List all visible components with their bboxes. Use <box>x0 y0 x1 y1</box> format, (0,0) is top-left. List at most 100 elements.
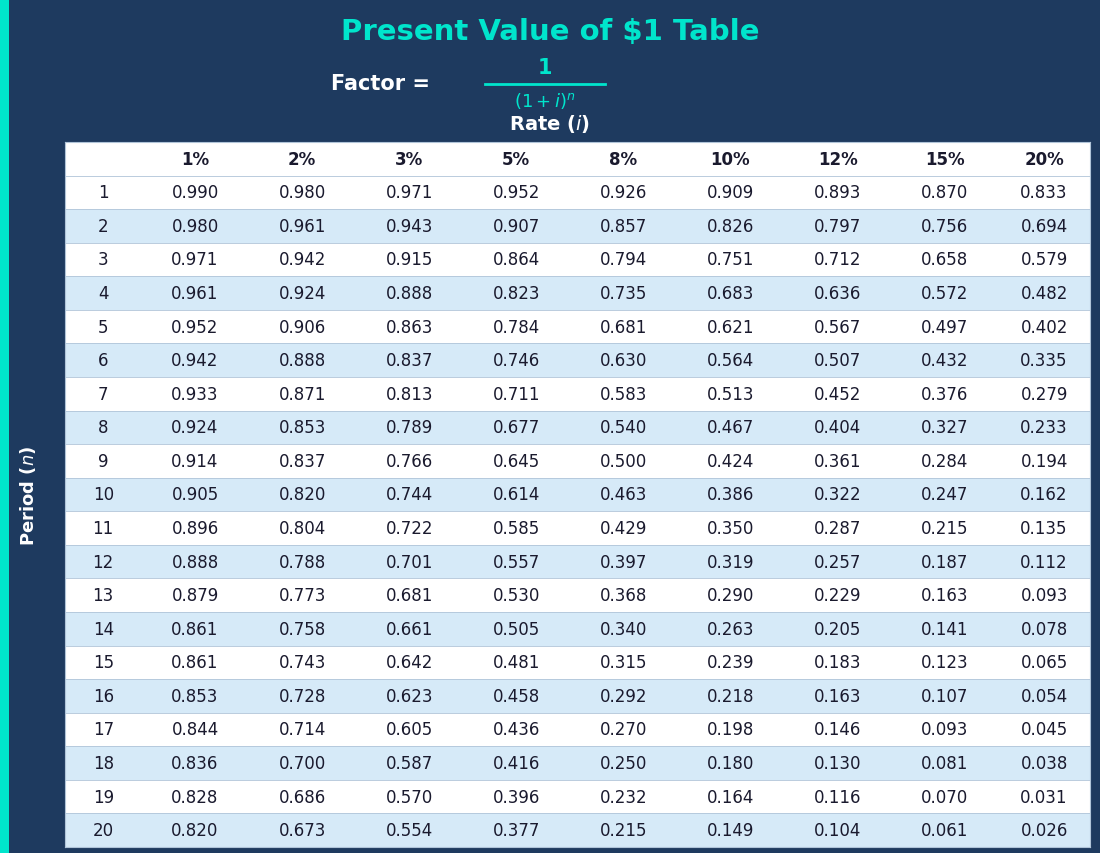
Text: 0.694: 0.694 <box>1021 218 1068 235</box>
Text: 0.636: 0.636 <box>814 285 861 303</box>
Text: 0.376: 0.376 <box>921 386 968 403</box>
Text: 6: 6 <box>98 351 109 370</box>
Text: 0.837: 0.837 <box>278 452 326 470</box>
Text: 0.579: 0.579 <box>1021 251 1068 270</box>
Text: 0.163: 0.163 <box>814 688 861 705</box>
Text: 0.642: 0.642 <box>385 653 433 671</box>
Text: 0.481: 0.481 <box>493 653 540 671</box>
Text: 5%: 5% <box>503 151 530 169</box>
Bar <box>65 277 1090 310</box>
Text: 0.758: 0.758 <box>278 620 326 638</box>
Text: 0.658: 0.658 <box>921 251 968 270</box>
Text: 0.507: 0.507 <box>814 351 861 370</box>
Text: 0.942: 0.942 <box>172 351 219 370</box>
Text: 0.554: 0.554 <box>386 821 432 839</box>
Text: 0.530: 0.530 <box>493 587 540 605</box>
Bar <box>65 646 1090 679</box>
Text: 0.572: 0.572 <box>921 285 968 303</box>
Text: 0.823: 0.823 <box>493 285 540 303</box>
Text: 8%: 8% <box>609 151 638 169</box>
Text: 0.980: 0.980 <box>278 184 326 202</box>
Text: 0.711: 0.711 <box>493 386 540 403</box>
Text: 0.645: 0.645 <box>493 452 540 470</box>
Text: 0.751: 0.751 <box>707 251 755 270</box>
Text: 0.820: 0.820 <box>278 486 326 504</box>
Text: 0.744: 0.744 <box>386 486 432 504</box>
Text: 0.482: 0.482 <box>1021 285 1068 303</box>
Text: 0.756: 0.756 <box>921 218 968 235</box>
Text: 0.149: 0.149 <box>707 821 755 839</box>
Text: 0.350: 0.350 <box>707 519 755 537</box>
Text: 4: 4 <box>98 285 109 303</box>
Text: 0.888: 0.888 <box>172 553 219 571</box>
Text: 0.743: 0.743 <box>278 653 326 671</box>
Text: 0.784: 0.784 <box>493 318 540 336</box>
Text: 0.714: 0.714 <box>278 721 326 739</box>
Text: 0.833: 0.833 <box>1021 184 1068 202</box>
Text: 0.247: 0.247 <box>921 486 968 504</box>
Text: 0.232: 0.232 <box>600 787 647 806</box>
Text: 0.570: 0.570 <box>386 787 432 806</box>
Text: 9: 9 <box>98 452 109 470</box>
Text: 0.386: 0.386 <box>707 486 755 504</box>
Bar <box>65 814 1090 847</box>
Text: 0.146: 0.146 <box>814 721 861 739</box>
Bar <box>65 177 1090 210</box>
Text: 10%: 10% <box>711 151 750 169</box>
Bar <box>65 545 1090 578</box>
Text: Rate ($i$): Rate ($i$) <box>509 113 591 135</box>
Text: 0.686: 0.686 <box>278 787 326 806</box>
Text: 0.952: 0.952 <box>493 184 540 202</box>
Text: 1: 1 <box>538 58 552 78</box>
Text: 0.368: 0.368 <box>600 587 647 605</box>
Text: 8: 8 <box>98 419 109 437</box>
Text: 0.497: 0.497 <box>921 318 968 336</box>
Text: 0.677: 0.677 <box>493 419 540 437</box>
Text: 0.722: 0.722 <box>385 519 433 537</box>
Text: 0.661: 0.661 <box>385 620 433 638</box>
Text: 3: 3 <box>98 251 109 270</box>
Bar <box>65 378 1090 411</box>
Text: 0.183: 0.183 <box>814 653 861 671</box>
Text: 0.888: 0.888 <box>386 285 432 303</box>
Text: 0.907: 0.907 <box>493 218 540 235</box>
Text: 0.623: 0.623 <box>385 688 433 705</box>
Text: 0.078: 0.078 <box>1021 620 1068 638</box>
Text: 5: 5 <box>98 318 109 336</box>
Text: 0.853: 0.853 <box>278 419 326 437</box>
Text: 0.980: 0.980 <box>172 218 219 235</box>
Bar <box>65 578 1090 612</box>
Text: 0.327: 0.327 <box>921 419 968 437</box>
Text: 0.416: 0.416 <box>493 754 540 772</box>
Text: 0.700: 0.700 <box>278 754 326 772</box>
Text: 0.630: 0.630 <box>600 351 647 370</box>
Bar <box>65 344 1090 378</box>
Text: 0.279: 0.279 <box>1021 386 1068 403</box>
Bar <box>0 0 9 853</box>
Text: 0.061: 0.061 <box>921 821 968 839</box>
Text: 0.107: 0.107 <box>921 688 968 705</box>
Bar <box>65 243 1090 277</box>
Text: 0.888: 0.888 <box>278 351 326 370</box>
Text: 0.093: 0.093 <box>921 721 968 739</box>
Text: 0.701: 0.701 <box>385 553 433 571</box>
Text: 0.828: 0.828 <box>172 787 219 806</box>
Text: 0.162: 0.162 <box>1021 486 1068 504</box>
Text: 0.054: 0.054 <box>1021 688 1068 705</box>
Text: 0.123: 0.123 <box>921 653 968 671</box>
Text: 0.218: 0.218 <box>706 688 755 705</box>
Text: 0.424: 0.424 <box>707 452 755 470</box>
Text: 0.215: 0.215 <box>600 821 647 839</box>
Text: 0.340: 0.340 <box>600 620 647 638</box>
Text: 0.564: 0.564 <box>707 351 755 370</box>
Bar <box>65 746 1090 780</box>
Text: 0.871: 0.871 <box>278 386 326 403</box>
Text: 0.614: 0.614 <box>493 486 540 504</box>
Text: 0.287: 0.287 <box>814 519 861 537</box>
Text: 0.452: 0.452 <box>814 386 861 403</box>
Text: $(1 + i)^{n}$: $(1 + i)^{n}$ <box>514 91 576 111</box>
Text: 0.081: 0.081 <box>921 754 968 772</box>
Bar <box>65 411 1090 444</box>
Text: 0.933: 0.933 <box>172 386 219 403</box>
Text: 0.728: 0.728 <box>278 688 326 705</box>
